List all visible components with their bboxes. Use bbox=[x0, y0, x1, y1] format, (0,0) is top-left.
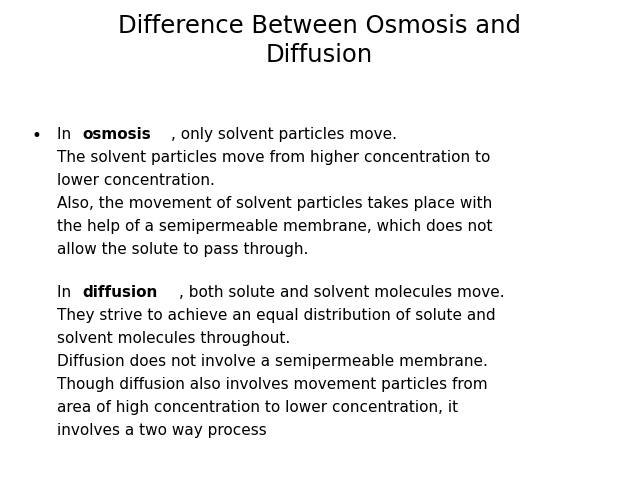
Text: Though diffusion also involves movement particles from: Though diffusion also involves movement … bbox=[57, 377, 488, 392]
Text: , only solvent particles move.: , only solvent particles move. bbox=[170, 127, 397, 142]
Text: diffusion: diffusion bbox=[82, 285, 158, 300]
Text: , both solute and solvent molecules move.: , both solute and solvent molecules move… bbox=[179, 285, 505, 300]
Text: Also, the movement of solvent particles takes place with: Also, the movement of solvent particles … bbox=[57, 196, 493, 211]
Text: Diffusion does not involve a semipermeable membrane.: Diffusion does not involve a semipermeab… bbox=[57, 354, 488, 369]
Text: lower concentration.: lower concentration. bbox=[57, 173, 215, 188]
Text: Difference Between Osmosis and
Diffusion: Difference Between Osmosis and Diffusion bbox=[117, 14, 521, 67]
Text: In: In bbox=[57, 127, 77, 142]
Text: involves a two way process: involves a two way process bbox=[57, 423, 267, 438]
Text: allow the solute to pass through.: allow the solute to pass through. bbox=[57, 242, 309, 257]
Text: The solvent particles move from higher concentration to: The solvent particles move from higher c… bbox=[57, 150, 491, 165]
Text: solvent molecules throughout.: solvent molecules throughout. bbox=[57, 331, 291, 346]
Text: In: In bbox=[57, 285, 77, 300]
Text: •: • bbox=[32, 127, 41, 145]
Text: the help of a semipermeable membrane, which does not: the help of a semipermeable membrane, wh… bbox=[57, 219, 493, 234]
Text: They strive to achieve an equal distribution of solute and: They strive to achieve an equal distribu… bbox=[57, 308, 496, 323]
Text: osmosis: osmosis bbox=[82, 127, 151, 142]
Text: area of high concentration to lower concentration, it: area of high concentration to lower conc… bbox=[57, 400, 459, 415]
